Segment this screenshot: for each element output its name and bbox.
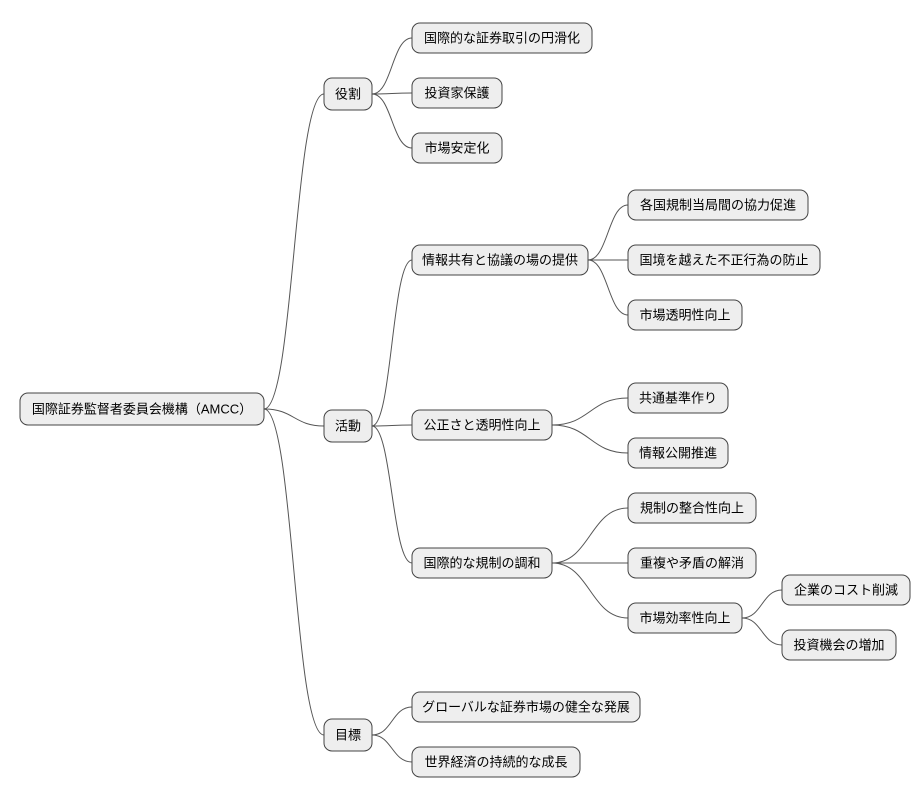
node-label: 国際的な証券取引の円滑化 [424, 30, 580, 45]
tree-node: 市場透明性向上 [628, 300, 742, 330]
edge [264, 409, 324, 735]
tree-node: グローバルな証券市場の健全な発展 [412, 692, 640, 722]
node-label: 投資家保護 [424, 85, 489, 100]
tree-node: 情報共有と協議の場の提供 [412, 245, 588, 275]
node-label: 活動 [335, 418, 361, 433]
tree-node: 共通基準作り [628, 383, 728, 413]
node-label: 市場透明性向上 [639, 307, 730, 322]
tree-node: 市場安定化 [412, 133, 502, 163]
tree-node: 情報公開推進 [628, 438, 728, 468]
node-label: 重複や矛盾の解消 [640, 555, 744, 570]
edge [372, 93, 412, 94]
node-label: 世界経済の持続的な成長 [424, 754, 567, 769]
edge [588, 260, 628, 315]
tree-node: 世界経済の持続的な成長 [412, 747, 580, 777]
node-label: 共通基準作り [639, 390, 717, 405]
tree-node: 企業のコスト削減 [782, 575, 910, 605]
tree-node: 役割 [324, 78, 372, 110]
node-label: 国際的な規制の調和 [423, 555, 540, 570]
edge [372, 707, 412, 735]
node-label: 国境を越えた不正行為の防止 [639, 252, 808, 267]
tree-node: 国際証券監督者委員会機構（AMCC） [20, 393, 264, 425]
edge [372, 426, 412, 563]
node-label: 公正さと透明性向上 [423, 417, 540, 432]
node-label: 国際証券監督者委員会機構（AMCC） [32, 401, 252, 416]
tree-node: 規制の整合性向上 [628, 493, 756, 523]
node-label: 市場効率性向上 [639, 610, 730, 625]
tree-node: 各国規制当局間の協力促進 [628, 190, 808, 220]
edge [552, 508, 628, 563]
tree-node: 国際的な規制の調和 [412, 548, 552, 578]
edge [742, 590, 782, 618]
tree-node: 投資家保護 [412, 78, 502, 108]
tree-node: 国際的な証券取引の円滑化 [412, 23, 592, 53]
mindmap-canvas: 国際証券監督者委員会機構（AMCC） 役割活動目標 国際的な証券取引の円滑化投資家保… [0, 0, 922, 809]
edge [372, 425, 412, 426]
edge [552, 563, 628, 618]
node-label: 企業のコスト削減 [794, 582, 898, 597]
node-label: 役割 [335, 86, 361, 101]
node-label: 市場安定化 [424, 140, 489, 155]
tree-node: 目標 [324, 719, 372, 751]
edge [552, 425, 628, 453]
node-label: 目標 [335, 727, 361, 742]
edge [372, 735, 412, 762]
edge [742, 618, 782, 645]
tree-node: 重複や矛盾の解消 [628, 548, 756, 578]
tree-node: 公正さと透明性向上 [412, 410, 552, 440]
edge [588, 205, 628, 260]
edge [372, 38, 412, 94]
tree-node: 市場効率性向上 [628, 603, 742, 633]
node-label: 情報公開推進 [639, 445, 717, 460]
tree-node: 活動 [324, 410, 372, 442]
node-label: 情報共有と協議の場の提供 [422, 252, 578, 267]
node-label: グローバルな証券市場の健全な発展 [422, 699, 630, 714]
edge [264, 409, 324, 426]
edge [552, 398, 628, 425]
edge [372, 94, 412, 148]
node-label: 各国規制当局間の協力促進 [640, 197, 796, 212]
nodes-layer: 国際証券監督者委員会機構（AMCC） 役割活動目標 国際的な証券取引の円滑化投資家保… [20, 23, 910, 777]
node-label: 規制の整合性向上 [640, 500, 744, 515]
tree-node: 国境を越えた不正行為の防止 [628, 245, 820, 275]
node-label: 投資機会の増加 [793, 637, 884, 652]
tree-node: 投資機会の増加 [782, 630, 896, 660]
edge [264, 94, 324, 409]
edge [372, 260, 412, 426]
